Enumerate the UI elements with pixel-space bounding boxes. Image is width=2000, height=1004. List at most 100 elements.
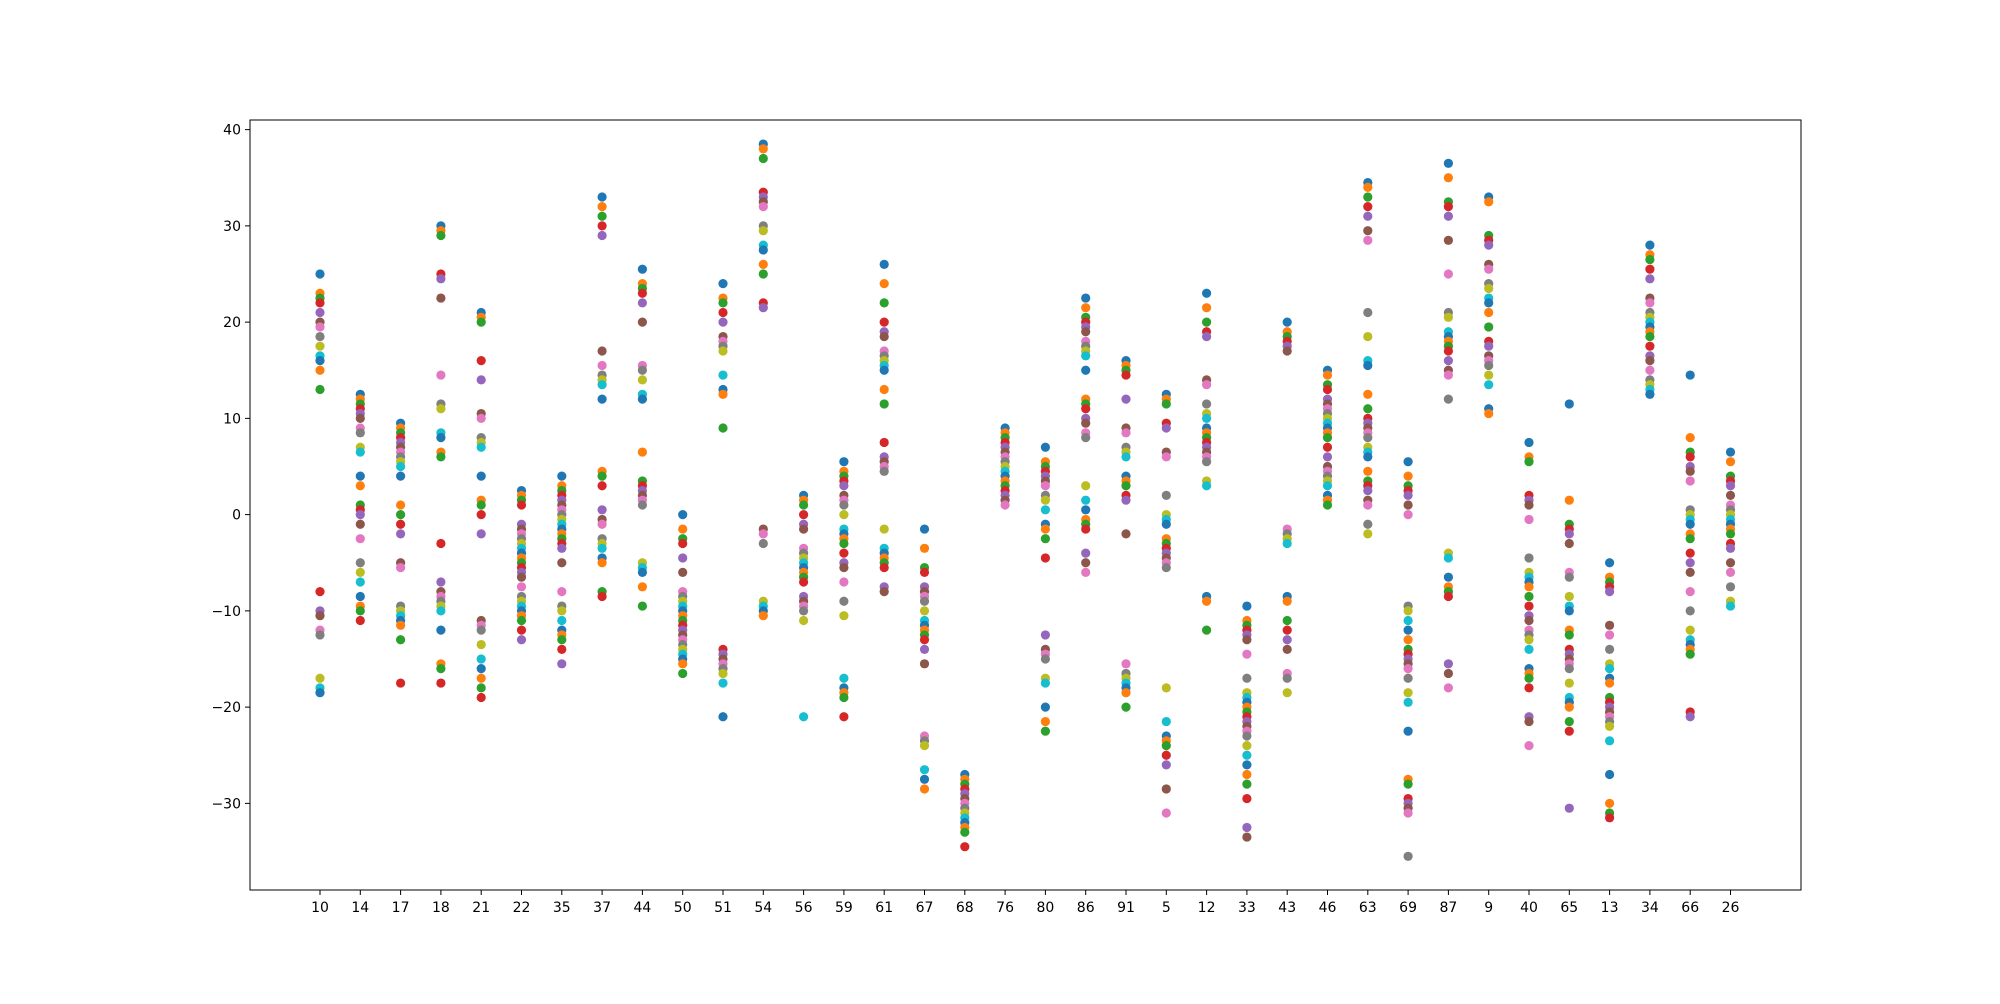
data-point <box>1645 274 1655 284</box>
x-tick-label: 40 <box>1520 900 1538 916</box>
data-point <box>1403 471 1413 481</box>
data-point <box>355 577 365 587</box>
data-point <box>557 659 567 669</box>
data-point <box>1161 423 1171 433</box>
data-point <box>597 202 607 212</box>
x-tick-label: 35 <box>553 900 571 916</box>
data-point <box>597 481 607 491</box>
data-point <box>879 279 889 289</box>
x-tick-label: 18 <box>432 900 450 916</box>
data-point <box>799 577 809 587</box>
data-point <box>436 538 446 549</box>
data-point <box>1040 654 1050 664</box>
data-point <box>1685 587 1695 597</box>
data-point <box>355 428 365 438</box>
data-point <box>678 668 688 679</box>
data-point <box>597 591 607 602</box>
data-point <box>436 678 446 688</box>
data-point <box>1685 625 1695 635</box>
data-point <box>436 577 446 587</box>
y-tick-label: 30 <box>223 219 241 235</box>
data-point <box>1242 731 1252 741</box>
data-point <box>557 471 567 481</box>
data-point <box>1161 784 1171 794</box>
data-point <box>1202 625 1212 635</box>
data-point <box>1645 341 1655 351</box>
data-point <box>1403 500 1413 510</box>
data-point <box>315 322 325 332</box>
data-point <box>1403 457 1413 467</box>
data-point <box>1081 495 1091 505</box>
data-point <box>1403 625 1413 635</box>
data-point <box>1564 630 1574 640</box>
data-point <box>1081 558 1091 568</box>
x-tick-label: 80 <box>1036 900 1054 916</box>
data-point <box>1121 688 1131 698</box>
data-point <box>839 457 849 467</box>
data-point <box>1363 485 1373 496</box>
data-point <box>476 673 486 683</box>
data-point <box>879 466 889 476</box>
data-point <box>839 596 849 606</box>
data-point <box>1363 211 1373 221</box>
data-point <box>1242 793 1252 804</box>
data-point <box>1121 481 1131 491</box>
data-point <box>1040 553 1050 563</box>
data-point <box>597 346 607 356</box>
data-point <box>718 712 728 722</box>
x-tick-label: 37 <box>593 900 611 916</box>
data-point <box>396 562 406 573</box>
data-point <box>1564 803 1574 813</box>
data-point <box>1322 442 1333 452</box>
data-point <box>1242 779 1252 789</box>
data-point <box>355 471 365 481</box>
y-tick-label: 20 <box>223 315 241 331</box>
data-point <box>678 567 688 577</box>
data-point <box>1202 303 1212 313</box>
x-tick-label: 46 <box>1319 900 1337 916</box>
x-tick-label: 44 <box>633 900 651 916</box>
data-point <box>718 678 728 688</box>
data-point <box>597 558 607 568</box>
x-tick-label: 33 <box>1238 900 1256 916</box>
data-point <box>1564 702 1574 712</box>
data-point <box>879 298 889 308</box>
data-point <box>799 606 809 616</box>
data-point <box>879 384 889 395</box>
data-point <box>1645 254 1655 265</box>
data-point <box>557 543 567 553</box>
data-point <box>1000 500 1010 510</box>
data-point <box>1363 466 1373 476</box>
data-point <box>1161 452 1171 462</box>
data-point <box>839 562 849 573</box>
data-point <box>799 500 809 510</box>
x-tick-label: 22 <box>513 900 531 916</box>
data-point <box>1202 317 1212 327</box>
data-point <box>839 673 849 683</box>
data-point <box>1524 635 1534 645</box>
x-tick-label: 76 <box>996 900 1014 916</box>
data-point <box>1564 606 1574 616</box>
data-point <box>1040 726 1050 736</box>
data-point <box>315 384 325 395</box>
data-point <box>1645 331 1655 342</box>
data-point <box>476 442 486 452</box>
data-point <box>1443 269 1453 279</box>
data-point <box>960 842 970 852</box>
x-tick-label: 17 <box>392 900 410 916</box>
data-point <box>919 606 930 616</box>
data-point <box>597 192 607 202</box>
data-point <box>1645 264 1655 274</box>
data-point <box>1605 630 1615 640</box>
data-point <box>1685 548 1695 558</box>
data-point <box>637 567 648 577</box>
data-point <box>637 365 648 375</box>
data-point <box>637 375 648 385</box>
data-point <box>396 678 406 688</box>
data-point <box>1403 808 1413 818</box>
data-point <box>839 500 849 510</box>
data-point <box>516 625 527 635</box>
data-point <box>919 567 930 577</box>
data-point <box>637 394 648 404</box>
data-point <box>396 500 406 510</box>
